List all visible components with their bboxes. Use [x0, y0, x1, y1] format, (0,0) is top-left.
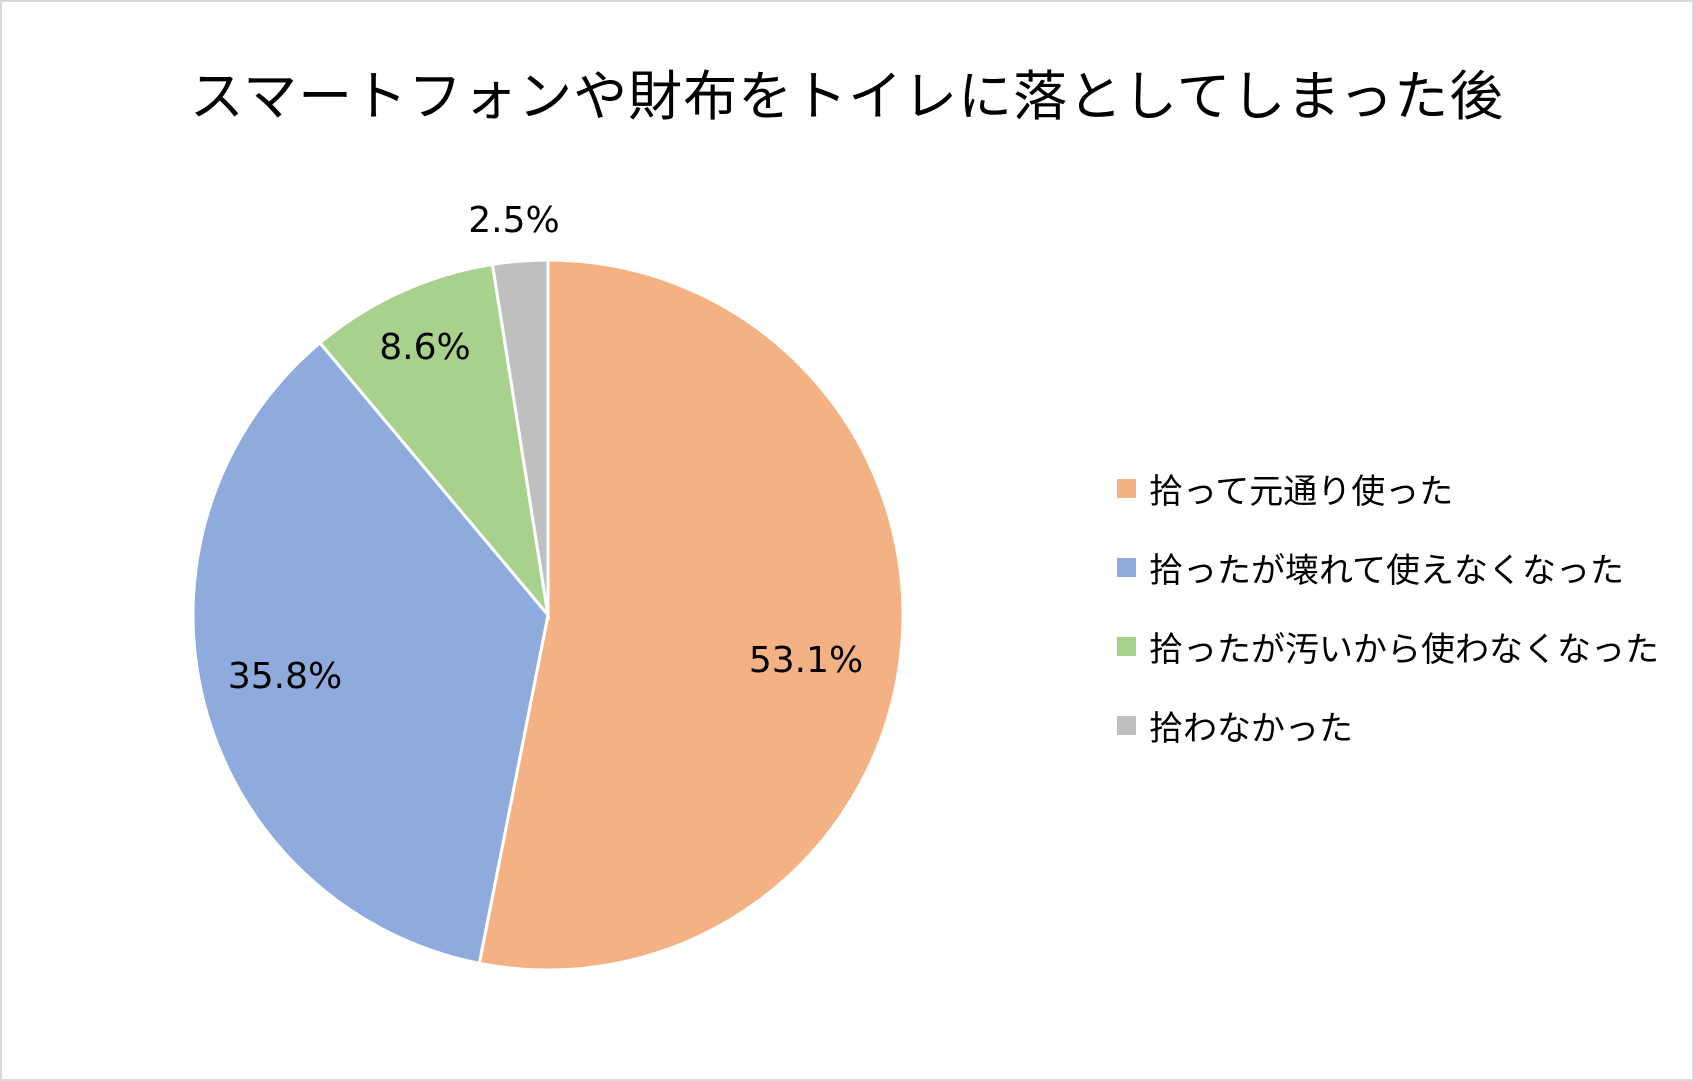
chart-title: スマートフォンや財布をトイレに落としてしまった後: [189, 65, 1505, 128]
legend-swatch-2: [1117, 557, 1136, 577]
data-label-4: 2.5%: [468, 200, 559, 241]
legend-swatch-1: [1117, 478, 1136, 498]
legend-label-3: 拾ったが汚いから使わなくなった: [1149, 629, 1659, 670]
legend-item-4: 拾わなかった: [1117, 705, 1659, 749]
legend-swatch-4: [1117, 715, 1136, 735]
pie-slice-4: [490, 258, 550, 616]
data-label-2: 35.8%: [228, 656, 342, 697]
legend-swatch-3: [1117, 636, 1136, 656]
legend-label-1: 拾って元通り使った: [1149, 471, 1454, 512]
pie-slice-2: [191, 340, 550, 966]
legend: 拾って元通り使った拾ったが壊れて使えなくなった 拾ったが汚いから使わなくなった 拾わ…: [1117, 468, 1659, 784]
legend-item-3: 拾ったが汚いから使わなくなった: [1117, 626, 1659, 670]
data-label-1: 53.1%: [749, 640, 863, 681]
data-label-3: 8.6%: [379, 327, 470, 368]
legend-label-2: 拾ったが壊れて使えなくなった: [1149, 550, 1624, 591]
legend-item-2: 拾ったが壊れて使えなくなった: [1117, 547, 1659, 591]
pie-slice-3: [317, 262, 551, 621]
pie-slice-1: [477, 258, 905, 972]
legend-item-1: 拾って元通り使った: [1117, 468, 1659, 512]
legend-label-4: 拾わなかった: [1149, 708, 1353, 749]
